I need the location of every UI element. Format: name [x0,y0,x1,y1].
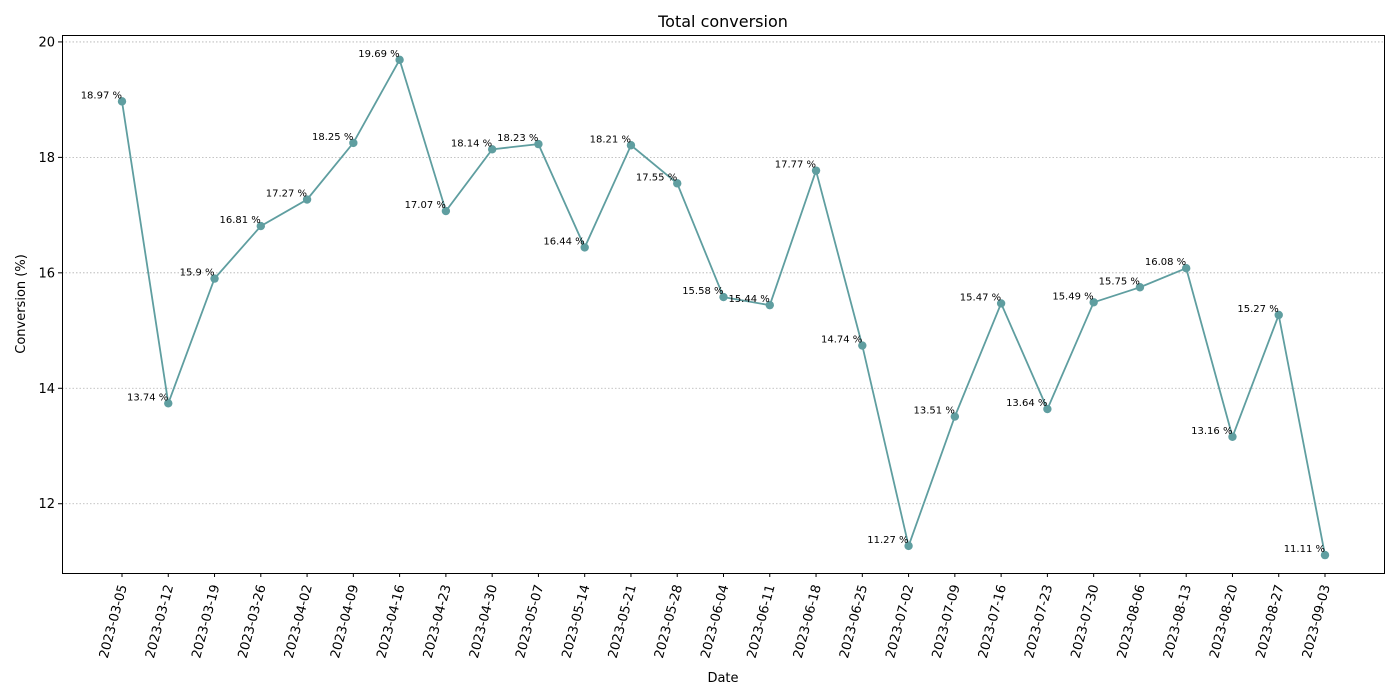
data-label: 16.81 % [219,215,260,226]
x-tick-label: 2023-03-26 [236,583,270,660]
data-point [904,541,913,551]
data-label: 15.47 % [960,292,1001,303]
y-axis-label: Conversion (%) [14,254,29,354]
data-point [858,341,867,350]
x-tick-label: 2023-03-05 [97,583,131,660]
data-label: 17.07 % [405,200,446,211]
x-tick-label: 2023-05-21 [606,583,640,660]
data-labels: 18.97 % 13.74 % 15.9 % 16.81 % 17.27 % 18.25 … [81,49,1325,555]
data-label: 17.27 % [266,189,307,200]
data-label: 16.44 % [543,236,584,247]
x-tick-label: 2023-06-04 [698,583,732,660]
data-label: 17.77 % [775,160,816,171]
x-tick-label: 2023-06-25 [837,583,871,660]
x-tick-label: 2023-04-23 [421,583,455,660]
x-tick-label: 2023-04-30 [467,583,501,660]
data-point [626,141,636,150]
x-tick-label: 2023-08-20 [1207,583,1241,660]
data-label: 18.23 % [497,133,538,144]
data-label: 15.75 % [1099,276,1140,287]
data-point [1274,310,1283,320]
data-point [164,399,173,408]
x-axis-label: Date [707,671,738,686]
data-point [1135,283,1145,292]
data-point [487,145,497,154]
y-tick-label: 12 [38,497,55,512]
data-point [210,274,219,283]
data-label: 16.08 % [1145,257,1186,268]
data-point [256,221,266,231]
data-label: 18.21 % [590,134,631,145]
data-point [441,206,451,216]
y-tick-label: 16 [38,266,55,281]
x-tick-label: 2023-04-02 [282,583,316,660]
x-tick-label: 2023-04-16 [374,583,408,660]
data-point [302,195,312,204]
data-point [349,138,358,148]
x-tick-label: 2023-05-14 [560,583,594,660]
data-label: 13.16 % [1191,426,1232,437]
data-label: 15.27 % [1237,304,1278,315]
x-tick-label: 2023-05-28 [652,583,686,660]
x-axis-ticks: 2023-03-05 2023-03-12 2023-03-19 2023-03-26… [97,573,1334,660]
x-tick-label: 2023-05-07 [513,583,547,660]
y-tick-label: 20 [38,35,55,50]
plot-frame [62,35,1385,574]
data-label: 18.14 % [451,138,492,149]
data-point [534,139,543,149]
x-tick-label: 2023-03-19 [189,583,223,660]
data-label: 15.44 % [728,294,769,305]
data-point [811,166,821,175]
data-label: 15.49 % [1052,291,1093,302]
x-tick-label: 2023-07-16 [976,583,1010,660]
x-tick-label: 2023-07-23 [1022,583,1056,660]
data-label: 15.9 % [180,268,215,279]
data-label: 11.27 % [867,535,908,546]
y-tick-label: 18 [38,151,55,166]
x-tick-label: 2023-03-12 [143,583,177,660]
series-line [121,57,1326,556]
x-tick-label: 2023-07-30 [1068,583,1102,660]
x-tick-label: 2023-06-11 [745,583,779,660]
data-point [395,55,404,65]
data-point [1089,298,1098,307]
data-point [673,179,682,188]
y-axis-ticks: 12 14 16 18 20 [38,35,62,512]
x-tick-label: 2023-08-13 [1161,583,1195,660]
x-tick-label: 2023-09-03 [1300,583,1334,660]
data-point [117,97,127,106]
data-label: 14.74 % [821,335,862,346]
data-label: 18.25 % [312,132,353,143]
data-point [719,292,728,302]
data-label: 13.51 % [914,406,955,417]
y-tick-label: 14 [38,382,55,397]
data-points [117,55,1330,560]
data-point [950,412,960,421]
data-label: 11.11 % [1284,544,1325,555]
data-point [1181,264,1191,273]
data-label: 13.74 % [127,392,168,403]
data-label: 13.64 % [1006,398,1047,409]
data-point [1228,432,1237,441]
x-tick-label: 2023-08-27 [1254,583,1288,660]
data-point [580,243,589,252]
x-tick-label: 2023-07-09 [930,583,964,660]
data-label: 17.55 % [636,172,677,183]
data-point [765,300,774,310]
data-point [1320,550,1330,560]
x-tick-label: 2023-04-09 [328,583,362,660]
data-label: 19.69 % [358,49,399,60]
data-point [996,299,1006,308]
data-label: 18.97 % [81,90,122,101]
gridlines [62,41,1384,505]
data-label: 15.58 % [682,286,723,297]
x-tick-label: 2023-06-18 [791,583,825,660]
x-tick-label: 2023-08-06 [1115,583,1149,660]
data-point [1043,404,1052,414]
chart-title: Total conversion [657,12,788,31]
x-tick-label: 2023-07-02 [883,583,917,660]
